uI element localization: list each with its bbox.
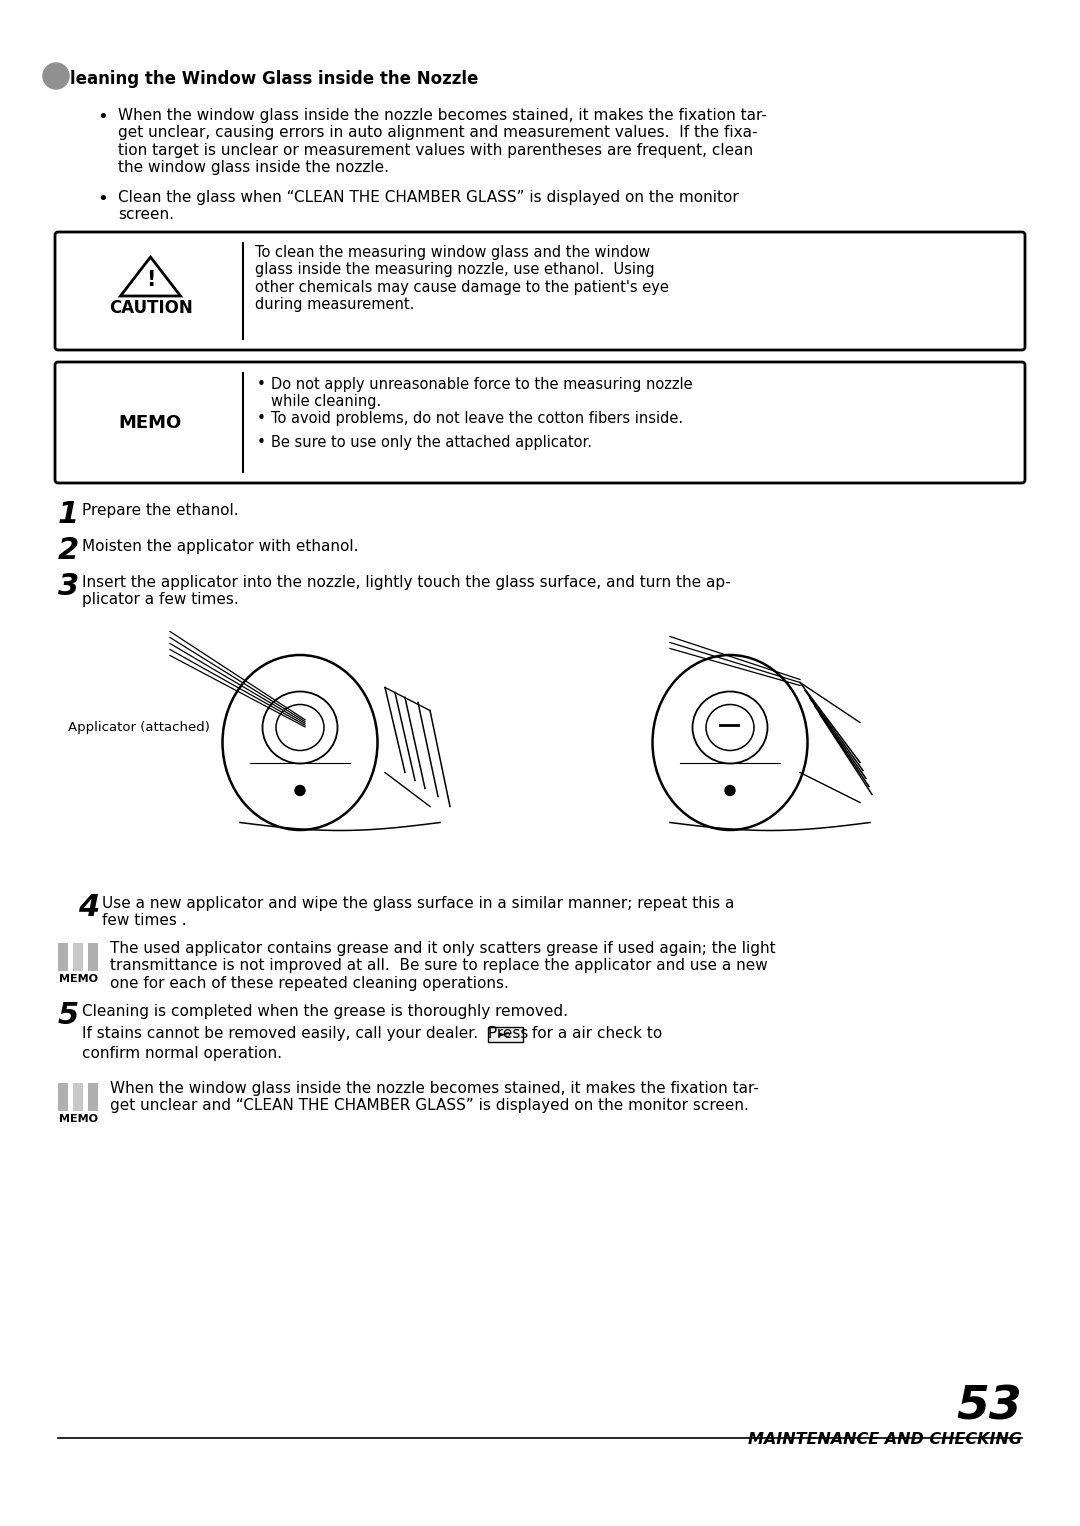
Text: 53: 53	[956, 1386, 1022, 1430]
Bar	[58, 943, 68, 971]
Bar	[87, 943, 98, 971]
Text: ►o: ►o	[499, 1030, 512, 1039]
Text: 1: 1	[58, 501, 79, 530]
Text: Do not apply unreasonable force to the measuring nozzle
while cleaning.: Do not apply unreasonable force to the m…	[271, 377, 692, 409]
Text: •: •	[97, 108, 108, 127]
Text: If stains cannot be removed easily, call your dealer.  Press: If stains cannot be removed easily, call…	[82, 1025, 534, 1041]
Text: Applicator (attached): Applicator (attached)	[68, 720, 210, 734]
Text: Cleaning is completed when the grease is thoroughly removed.: Cleaning is completed when the grease is…	[82, 1004, 568, 1019]
Text: To avoid problems, do not leave the cotton fibers inside.: To avoid problems, do not leave the cott…	[271, 410, 684, 426]
Bar	[58, 1083, 68, 1111]
Text: !: !	[146, 270, 156, 290]
Text: MAINTENANCE AND CHECKING: MAINTENANCE AND CHECKING	[748, 1431, 1022, 1447]
Text: Prepare the ethanol.: Prepare the ethanol.	[82, 504, 239, 517]
Text: Use a new applicator and wipe the glass surface in a similar manner; repeat this: Use a new applicator and wipe the glass …	[102, 896, 734, 928]
Bar	[73, 943, 83, 971]
Text: When the window glass inside the nozzle becomes stained, it makes the fixation t: When the window glass inside the nozzle …	[118, 108, 767, 175]
Text: Insert the applicator into the nozzle, lightly touch the glass surface, and turn: Insert the applicator into the nozzle, l…	[82, 575, 731, 607]
Text: •: •	[97, 191, 108, 208]
FancyBboxPatch shape	[55, 232, 1025, 349]
Text: MEMO: MEMO	[58, 974, 97, 984]
Text: When the window glass inside the nozzle becomes stained, it makes the fixation t: When the window glass inside the nozzle …	[110, 1080, 759, 1114]
Text: for a air check to: for a air check to	[527, 1025, 662, 1041]
Text: 2: 2	[58, 536, 79, 565]
Text: To clean the measuring window glass and the window
glass inside the measuring no: To clean the measuring window glass and …	[255, 246, 669, 313]
Text: MEMO: MEMO	[58, 1114, 97, 1125]
Bar	[73, 1083, 83, 1111]
Text: The used applicator contains grease and it only scatters grease if used again; t: The used applicator contains grease and …	[110, 942, 775, 990]
Circle shape	[295, 786, 305, 795]
Text: 5: 5	[58, 1001, 79, 1030]
Text: Clean the glass when “CLEAN THE CHAMBER GLASS” is displayed on the monitor
scree: Clean the glass when “CLEAN THE CHAMBER …	[118, 191, 739, 223]
Circle shape	[43, 63, 69, 89]
Text: 4: 4	[78, 893, 99, 922]
Text: Moisten the applicator with ethanol.: Moisten the applicator with ethanol.	[82, 539, 359, 554]
Text: •: •	[257, 435, 266, 450]
Text: CAUTION: CAUTION	[109, 299, 192, 316]
Bar	[87, 1083, 98, 1111]
Text: •: •	[257, 377, 266, 392]
Bar	[488, 1027, 523, 1042]
Text: Be sure to use only the attached applicator.: Be sure to use only the attached applica…	[271, 435, 592, 450]
Text: 3: 3	[58, 572, 79, 601]
Text: leaning the Window Glass inside the Nozzle: leaning the Window Glass inside the Nozz…	[70, 70, 478, 89]
Text: •: •	[257, 410, 266, 426]
Text: MEMO: MEMO	[119, 414, 183, 432]
FancyBboxPatch shape	[55, 362, 1025, 484]
Circle shape	[725, 786, 735, 795]
Text: confirm normal operation.: confirm normal operation.	[82, 1045, 282, 1061]
